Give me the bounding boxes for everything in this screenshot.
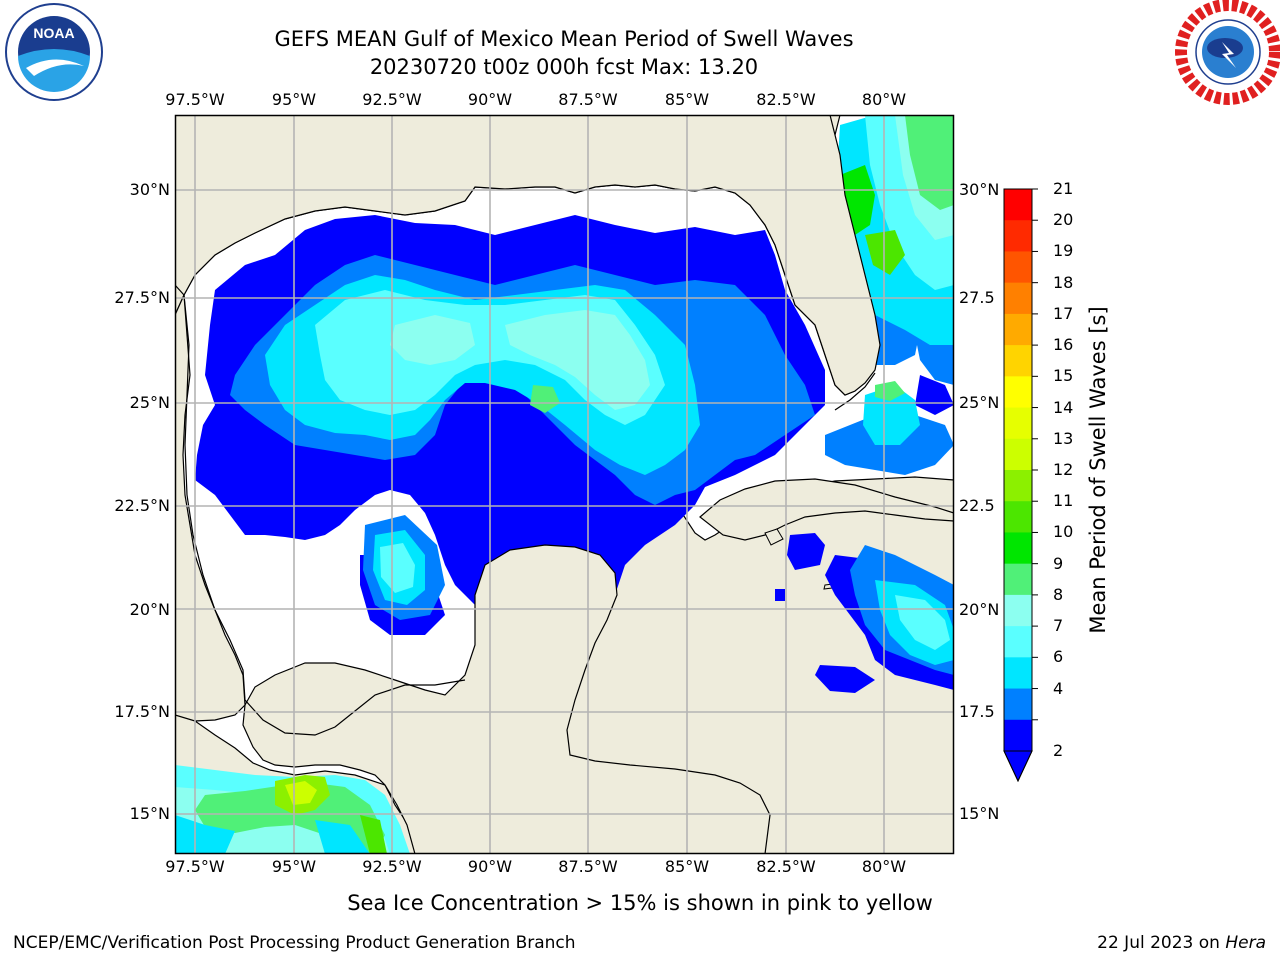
- lon-label-top: 82.5°W: [756, 90, 816, 109]
- colorbar-segment: [1004, 313, 1032, 346]
- colorbar-segment: [1004, 376, 1032, 409]
- lon-label-bottom: 87.5°W: [558, 857, 618, 876]
- colorbar-segment: [1004, 251, 1032, 284]
- footer-credit: NCEP/EMC/Verification Post Processing Pr…: [13, 933, 576, 953]
- colorbar-segment: [1004, 345, 1032, 377]
- colorbar-tick-label: 21: [1053, 179, 1074, 198]
- colorbar-label: Mean Period of Swell Waves [s]: [1086, 306, 1110, 634]
- lat-label-right: 15°N: [959, 804, 1000, 823]
- colorbar-segment: [1004, 220, 1032, 252]
- lon-label-top: 80°W: [861, 90, 907, 109]
- lat-label-left: 17.5°N: [114, 702, 170, 721]
- colorbar-segment: [1004, 626, 1032, 658]
- colorbar-segment: [1004, 189, 1032, 221]
- colorbar-tick-label: 9: [1053, 553, 1064, 573]
- lon-label-top: 92.5°W: [362, 90, 422, 109]
- mexico-land: [175, 294, 246, 722]
- colorbar-segment: [1004, 282, 1032, 315]
- colorbar-segment: [1004, 470, 1032, 502]
- noaa-logo-text: NOAA: [33, 25, 74, 41]
- chart-title: GEFS MEAN Gulf of Mexico Mean Period of …: [274, 27, 854, 51]
- lat-label-left: 22.5°N: [114, 496, 170, 515]
- yucatan-land: [242, 544, 771, 854]
- colorbar-segment: [1004, 563, 1032, 596]
- lon-label-top: 90°W: [467, 90, 513, 109]
- lon-label-bottom: 82.5°W: [756, 857, 816, 876]
- colorbar-tick-label: 13: [1053, 428, 1074, 448]
- lon-label-bottom: 95°W: [271, 857, 317, 876]
- lon-label-bottom: 92.5°W: [362, 857, 422, 876]
- colorbar-tick-label: 6: [1053, 647, 1064, 667]
- lat-label-left: 20°N: [129, 600, 170, 619]
- colorbar-segment: [1004, 594, 1032, 627]
- florida-land: [175, 115, 881, 396]
- lon-label-top: 97.5°W: [165, 90, 225, 109]
- footer-host: Hera: [1225, 933, 1266, 953]
- colorbar-tick-label: 7: [1053, 616, 1064, 636]
- lon-label-bottom: 80°W: [861, 857, 907, 876]
- lon-label-bottom: 90°W: [467, 857, 513, 876]
- colorbar-segment: [1004, 407, 1032, 440]
- colorbar-tick-label: 16: [1053, 335, 1074, 355]
- colorbar-tick-label: 20: [1053, 210, 1074, 230]
- chart-subtitle: 20230720 t00z 000h fcst Max: 13.20: [369, 55, 759, 79]
- lon-label-top: 87.5°W: [558, 90, 618, 109]
- colorbar-tick-label: 14: [1053, 397, 1074, 417]
- colorbar-extend-arrow: [1003, 750, 1033, 783]
- lon-label-bottom: 97.5°W: [165, 857, 225, 876]
- colorbar-segment: [1004, 501, 1032, 533]
- colorbar-tick-label: 19: [1053, 241, 1074, 261]
- colorbar-tick-label: 15: [1053, 366, 1074, 386]
- lat-label-left: 27.5°N: [114, 288, 170, 307]
- colorbar-outline: [1003, 188, 1033, 783]
- lat-label-right: 25°N: [959, 393, 1000, 412]
- colorbar-tick-label: 8: [1053, 584, 1064, 604]
- colorbar-segment: [1004, 719, 1032, 752]
- colorbar-tick-label: 4: [1053, 678, 1064, 698]
- map-plot: [174, 114, 955, 855]
- lon-label-top: 85°W: [664, 90, 710, 109]
- lon-label-bottom: 85°W: [664, 857, 710, 876]
- colorbar-segment: [1004, 438, 1032, 471]
- colorbar-tick-label: 2: [1053, 741, 1064, 760]
- colorbar-tick-label: 17: [1053, 303, 1074, 323]
- lat-label-right: 30°N: [959, 180, 1000, 199]
- florida-keys: [834, 372, 876, 411]
- lat-label-right: 17.5: [959, 702, 995, 721]
- footer-date-text: 22 Jul 2023 on: [1097, 933, 1226, 953]
- colorbar-tick-label: 18: [1053, 272, 1074, 292]
- noaa-logo: NOAA: [5, 3, 103, 101]
- lat-label-right: 20°N: [959, 600, 1000, 619]
- colorbar-segment: [1004, 532, 1032, 565]
- colorbar-tick-label: 12: [1053, 460, 1074, 479]
- lat-label-left: 15°N: [129, 804, 170, 823]
- pacific-swell-field: [175, 765, 410, 854]
- lat-label-right: 22.5: [959, 496, 995, 515]
- island: [764, 528, 784, 546]
- lat-label-left: 30°N: [129, 180, 170, 199]
- footer-date: 22 Jul 2023 on Hera: [1097, 933, 1266, 953]
- lat-label-right: 27.5: [959, 288, 995, 307]
- mexico-coast: [183, 294, 466, 736]
- colorbar-segment: [1004, 688, 1032, 721]
- map-gridlines: [175, 115, 954, 854]
- lon-label-top: 95°W: [271, 90, 317, 109]
- lat-label-left: 25°N: [129, 393, 170, 412]
- colorbar: [1003, 188, 1038, 783]
- nws-logo: [1175, 0, 1280, 105]
- map-frame: [174, 114, 955, 855]
- colorbar-tick-label: 11: [1053, 491, 1074, 511]
- sea-ice-note: Sea Ice Concentration > 15% is shown in …: [347, 891, 933, 915]
- colorbar-segment: [1004, 657, 1032, 690]
- colorbar-tick-label: 10: [1053, 522, 1074, 542]
